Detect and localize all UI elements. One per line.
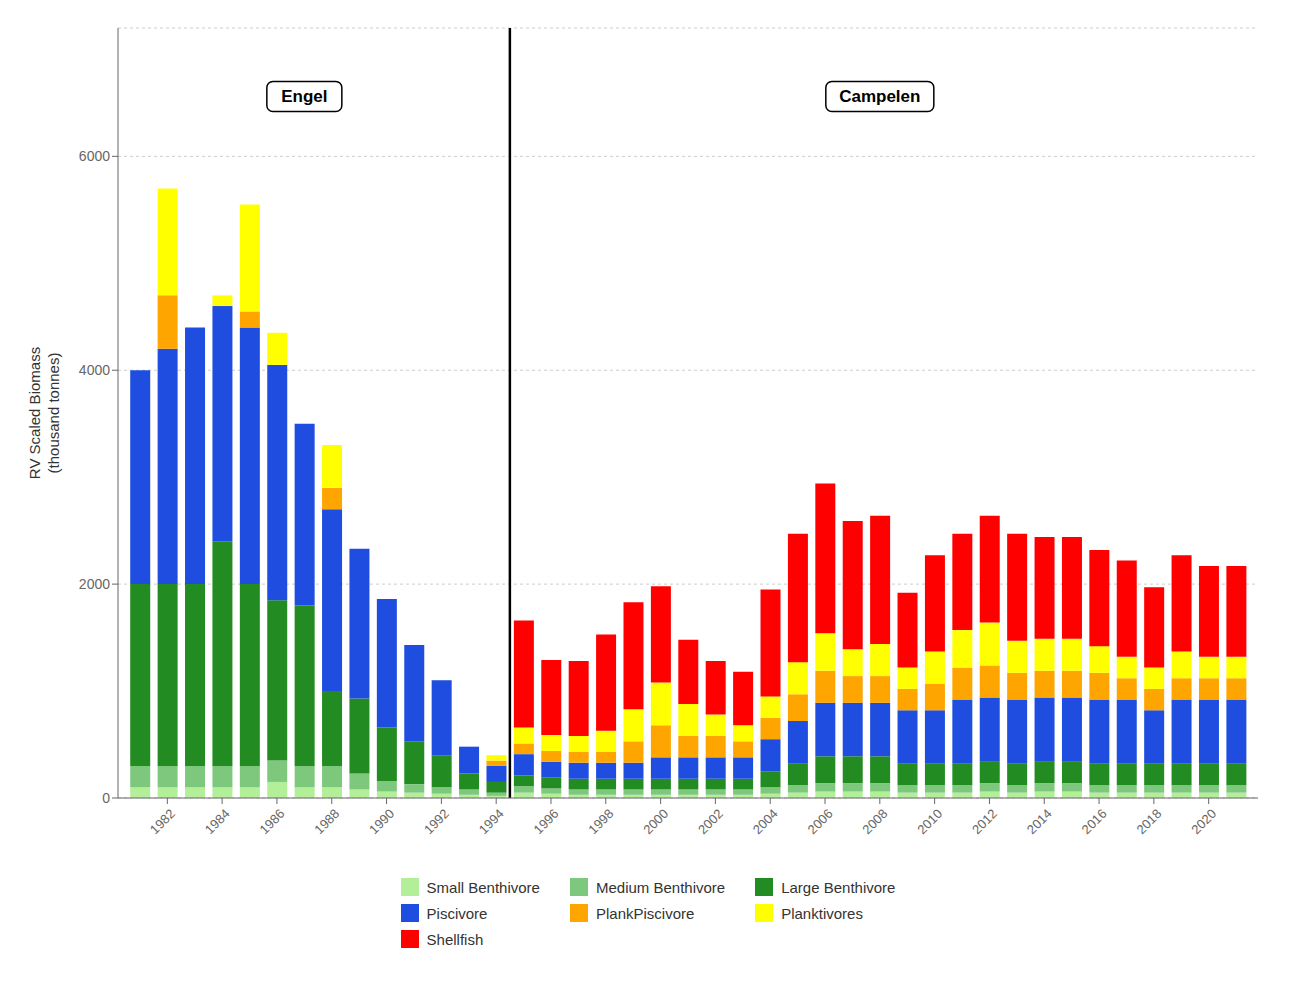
svg-text:1984: 1984 — [202, 806, 233, 837]
svg-text:Campelen: Campelen — [839, 87, 920, 106]
svg-text:1986: 1986 — [256, 806, 287, 837]
svg-text:4000: 4000 — [79, 362, 110, 378]
svg-text:1998: 1998 — [585, 806, 616, 837]
svg-text:2020: 2020 — [1188, 806, 1219, 837]
html-text:Medium Benthivore: Medium Benthivore — [596, 878, 726, 896]
html-text:Planktivores: Planktivores — [781, 904, 863, 922]
svg-text:2008: 2008 — [859, 806, 890, 837]
html-text:Small Benthivore: Small Benthivore — [426, 878, 540, 896]
svg-text:1996: 1996 — [531, 806, 562, 837]
html-text:PlankPiscivore: PlankPiscivore — [596, 904, 695, 922]
svg-text:6000: 6000 — [79, 148, 110, 164]
svg-text:2018: 2018 — [1133, 806, 1164, 837]
svg-text:2000: 2000 — [640, 806, 671, 837]
svg-text:2004: 2004 — [750, 806, 781, 837]
svg-text:2002: 2002 — [695, 806, 726, 837]
svg-text:0: 0 — [102, 790, 110, 806]
svg-text:1990: 1990 — [366, 806, 397, 837]
svg-text:1982: 1982 — [147, 806, 178, 837]
svg-text:1994: 1994 — [476, 806, 507, 837]
svg-text:2012: 2012 — [969, 806, 1000, 837]
svg-text:2006: 2006 — [805, 806, 836, 837]
html-text:Shellfish: Shellfish — [426, 930, 484, 948]
svg-text:RV Scaled Biomass(thousand ton: RV Scaled Biomass(thousand tonnes) — [26, 347, 62, 479]
svg-text:1992: 1992 — [421, 806, 452, 837]
svg-text:2000: 2000 — [79, 576, 110, 592]
svg-text:2014: 2014 — [1024, 806, 1055, 837]
html-text:Large Benthivore: Large Benthivore — [781, 878, 896, 896]
svg-text:1988: 1988 — [311, 806, 342, 837]
html-text:Piscivore: Piscivore — [426, 904, 488, 922]
svg-text:2010: 2010 — [914, 806, 945, 837]
svg-text:Engel: Engel — [281, 87, 327, 106]
svg-text:2016: 2016 — [1079, 806, 1110, 837]
